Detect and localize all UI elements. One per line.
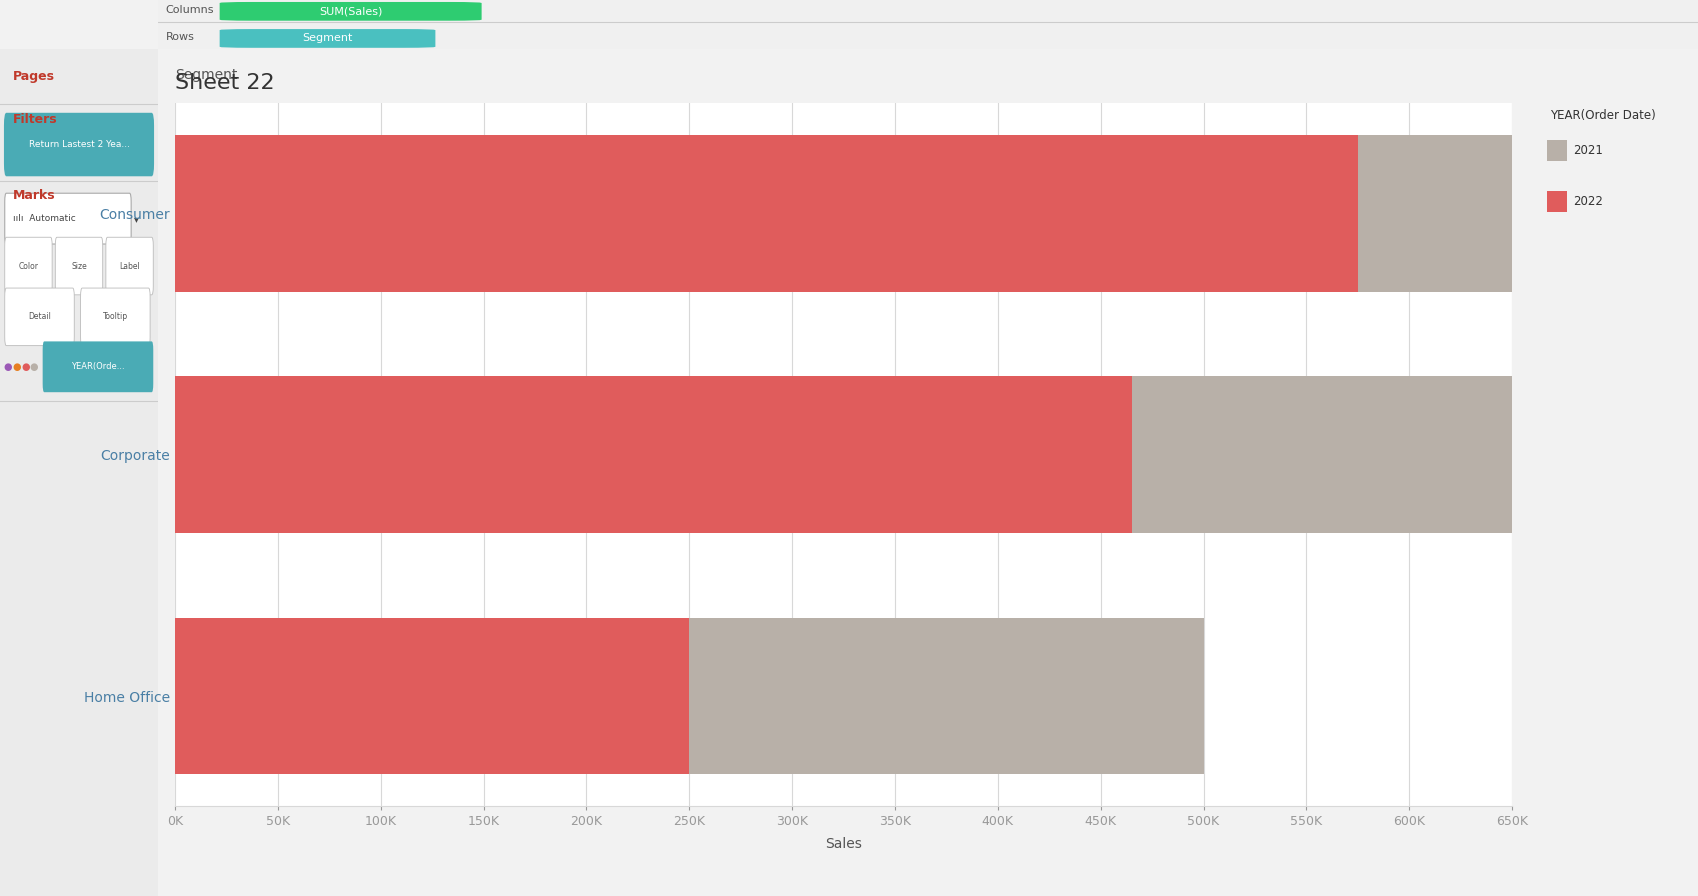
- Text: 2021: 2021: [1572, 144, 1601, 158]
- Bar: [175, 135, 1357, 292]
- Bar: [689, 617, 1202, 774]
- Text: Marks: Marks: [12, 189, 56, 202]
- FancyBboxPatch shape: [219, 2, 481, 21]
- Text: Detail: Detail: [29, 313, 51, 322]
- FancyBboxPatch shape: [5, 237, 53, 295]
- Text: ▾: ▾: [134, 213, 139, 224]
- FancyBboxPatch shape: [5, 288, 75, 346]
- Text: Rows: Rows: [166, 32, 195, 42]
- FancyBboxPatch shape: [105, 237, 153, 295]
- Bar: [175, 376, 1131, 533]
- Text: Tooltip: Tooltip: [102, 313, 127, 322]
- Bar: [1131, 376, 1676, 533]
- Bar: [1547, 140, 1566, 161]
- Text: Size: Size: [71, 262, 87, 271]
- Bar: [1357, 135, 1698, 292]
- Text: Pages: Pages: [12, 71, 54, 83]
- Text: ●: ●: [3, 362, 12, 372]
- Text: ●: ●: [20, 362, 29, 372]
- Text: ●: ●: [12, 362, 20, 372]
- Text: ●: ●: [29, 362, 37, 372]
- Text: Sheet 22: Sheet 22: [175, 73, 275, 93]
- FancyBboxPatch shape: [42, 341, 153, 392]
- FancyBboxPatch shape: [3, 113, 155, 177]
- Text: Columns: Columns: [166, 4, 214, 15]
- X-axis label: Sales: Sales: [825, 837, 861, 851]
- FancyBboxPatch shape: [80, 288, 149, 346]
- Text: ıılı  Automatic: ıılı Automatic: [12, 214, 75, 223]
- Text: Filters: Filters: [12, 113, 58, 125]
- Text: Segment: Segment: [175, 68, 238, 82]
- Bar: [175, 617, 689, 774]
- FancyBboxPatch shape: [5, 194, 131, 244]
- Text: Return Lastest 2 Yea...: Return Lastest 2 Yea...: [29, 140, 129, 149]
- Text: Segment: Segment: [302, 33, 353, 43]
- Bar: [1547, 191, 1566, 211]
- Text: Label: Label: [119, 262, 139, 271]
- Text: YEAR(Order Date): YEAR(Order Date): [1550, 108, 1656, 122]
- Text: 2022: 2022: [1572, 195, 1601, 208]
- Text: SUM(Sales): SUM(Sales): [319, 6, 382, 16]
- FancyBboxPatch shape: [56, 237, 102, 295]
- Text: YEAR(Orde...: YEAR(Orde...: [71, 362, 124, 371]
- Text: Color: Color: [19, 262, 39, 271]
- FancyBboxPatch shape: [219, 29, 435, 47]
